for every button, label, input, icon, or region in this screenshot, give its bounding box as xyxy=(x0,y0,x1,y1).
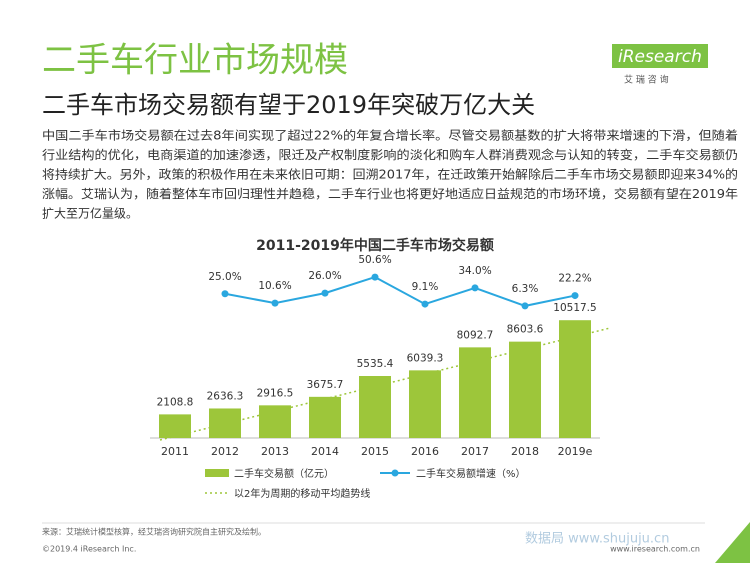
bar xyxy=(159,414,191,438)
x-tick-label: 2016 xyxy=(411,445,439,458)
bar xyxy=(259,405,291,438)
x-tick-label: 2019e xyxy=(558,445,593,458)
chart-title: 2011-2019年中国二手车市场交易额 xyxy=(256,237,494,254)
growth-point xyxy=(321,289,329,297)
logo: iResearch xyxy=(618,47,702,67)
slide-subtitle: 二手车市场交易额有望于2019年突破万亿大关 xyxy=(42,91,535,119)
x-tick-label: 2017 xyxy=(461,445,489,458)
logo-sub: 艾 瑞 咨 询 xyxy=(624,74,669,86)
slide-title: 二手车行业市场规模 xyxy=(42,41,348,81)
paragraph-line: 中国二手车市场交易额在过去8年间实现了超过22%的年复合增长率。尽管交易额基数的… xyxy=(42,128,738,143)
growth-point xyxy=(521,302,529,310)
x-tick-label: 2012 xyxy=(211,445,239,458)
x-tick-label: 2015 xyxy=(361,445,389,458)
logo-box xyxy=(612,44,708,68)
legend-label: 二手车交易额（亿元） xyxy=(234,467,334,480)
bar xyxy=(309,396,341,438)
growth-point xyxy=(371,273,379,281)
growth-label: 9.1% xyxy=(412,281,439,293)
growth-label: 22.2% xyxy=(558,273,591,285)
paragraph-line: 将持续扩大。另外，政策的积极作用在未来依旧可期：回溯2017年，在迁政策开始解除… xyxy=(42,167,738,182)
legend-label: 以2年为周期的移动平均趋势线 xyxy=(234,487,370,500)
x-tick-label: 2018 xyxy=(511,445,539,458)
growth-label: 25.0% xyxy=(208,271,241,283)
corner-decor xyxy=(715,522,750,563)
bar-label: 2916.5 xyxy=(257,387,294,399)
bar xyxy=(509,341,541,438)
paragraph-line: 涨幅。艾瑞认为，随着整体车市回归理性并趋稳，二手车行业也将更好地适应日益规范的市… xyxy=(42,186,738,201)
growth-point xyxy=(221,290,229,298)
growth-label: 50.6% xyxy=(358,254,391,266)
growth-point xyxy=(471,284,479,292)
bar xyxy=(209,408,241,438)
growth-point xyxy=(271,299,279,307)
paragraph: 中国二手车市场交易额在过去8年间实现了超过22%的年复合增长率。尽管交易额基数的… xyxy=(42,128,738,221)
x-tick-label: 2014 xyxy=(311,445,339,458)
paragraph-line: 扩大至万亿量级。 xyxy=(42,206,138,221)
x-tick-label: 2013 xyxy=(261,445,289,458)
bar-label: 6039.3 xyxy=(407,352,444,364)
x-tick-label: 2011 xyxy=(161,445,189,458)
bar-label: 10517.5 xyxy=(553,302,596,314)
chart: 2011 2108.8 2012 2636.3 2013 2916.5 2014 3675.7… xyxy=(157,254,597,500)
growth-label: 6.3% xyxy=(512,283,539,295)
source: 来源：艾瑞统计模型核算，经艾瑞咨询研究院自主研究及绘制。 xyxy=(42,527,266,537)
growth-label: 34.0% xyxy=(458,265,491,277)
bar-label: 8092.7 xyxy=(457,329,494,341)
bar-label: 3675.7 xyxy=(307,379,344,391)
bar-label: 2108.8 xyxy=(157,396,194,408)
growth-label: 10.6% xyxy=(258,280,291,292)
bar-label: 8603.6 xyxy=(507,324,544,336)
bar-label: 2636.3 xyxy=(207,390,244,402)
copyright: ©2019.4 iResearch Inc. xyxy=(42,545,136,554)
paragraph-line: 行业结构的优化，电商渠道的加速渗透，限迁及产权制度影响的淡化和购车人群消费观念与… xyxy=(42,147,738,162)
growth-label: 26.0% xyxy=(308,270,341,282)
legend-swatch xyxy=(205,469,229,477)
bar-label: 5535.4 xyxy=(357,358,394,370)
growth-line xyxy=(224,276,576,307)
legend-swatch xyxy=(391,469,399,477)
bar xyxy=(459,347,491,438)
website: www.iresearch.com.cn xyxy=(610,545,700,554)
bar xyxy=(559,320,591,438)
bar xyxy=(409,370,441,438)
growth-point xyxy=(421,300,429,308)
bar xyxy=(359,376,391,438)
legend-label: 二手车交易额增速（%） xyxy=(416,467,526,480)
growth-point xyxy=(571,292,579,300)
watermark: 数据局 www.shujuju.cn xyxy=(525,532,669,547)
